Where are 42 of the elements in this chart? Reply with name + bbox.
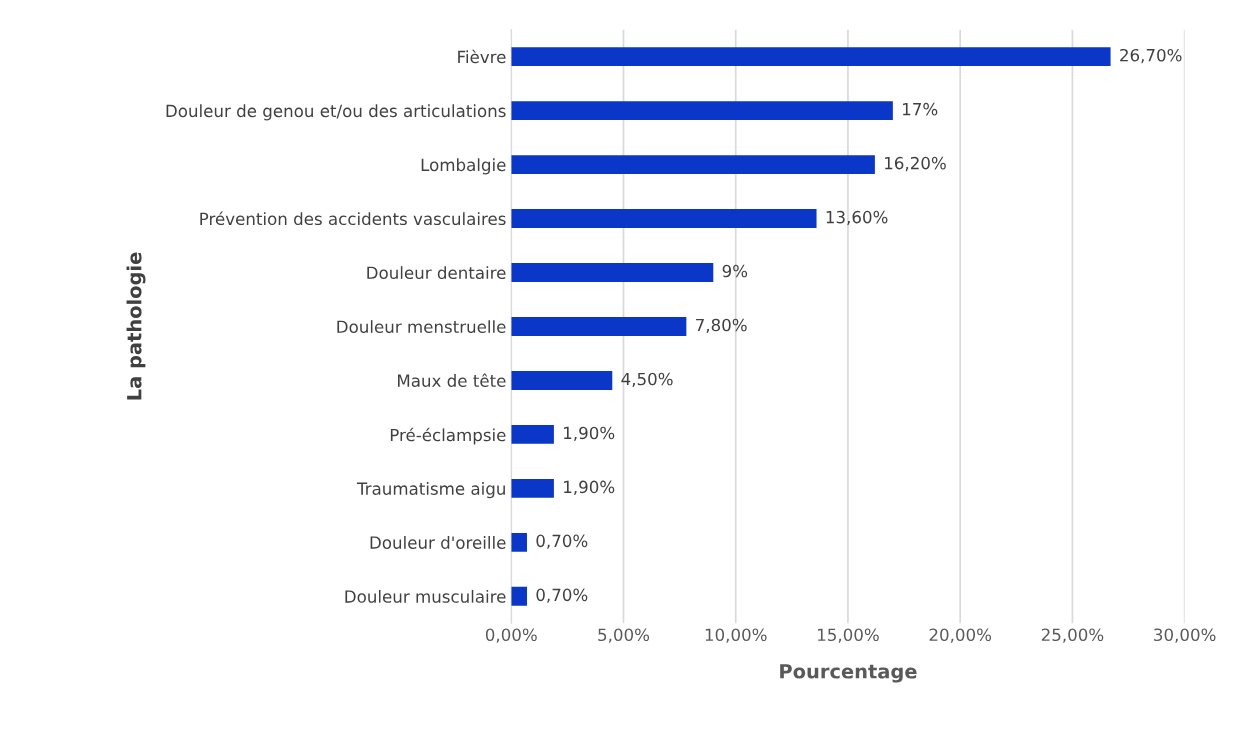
y-tick-label: Fièvre	[458, 49, 506, 64]
y-tick-label: Douleur de genou et/ou des articulations	[166, 104, 506, 121]
y-axis-title: La pathologie	[126, 252, 146, 400]
data-label: 0,70%	[536, 534, 588, 549]
x-tick-label: 20,00%	[929, 628, 992, 643]
bar	[511, 424, 554, 444]
x-tick-label: 5,00%	[598, 628, 650, 643]
y-tick-label: Prévention des accidents vasculaires	[200, 211, 506, 226]
y-tick-label: Maux de tête	[398, 373, 506, 388]
bar	[511, 371, 613, 390]
x-tick-label: 10,00%	[705, 628, 767, 643]
bar	[511, 155, 875, 175]
y-tick-label: Traumatisme aigu	[356, 482, 505, 499]
y-tick-label: Douleur musculaire	[345, 589, 506, 603]
bar	[511, 209, 817, 228]
y-tick-label: Douleur menstruelle	[337, 320, 506, 334]
data-label: 7,80%	[696, 318, 747, 334]
bar	[511, 532, 527, 552]
bar	[511, 47, 1111, 67]
data-label: 26,70%	[1120, 48, 1182, 64]
data-label: 1,90%	[564, 426, 615, 441]
x-tick-label: 25,00%	[1041, 628, 1104, 643]
data-label: 1,90%	[564, 480, 615, 495]
x-tick-label: 0,00%	[485, 628, 537, 643]
data-label: 16,20%	[885, 156, 946, 172]
data-label: 4,50%	[621, 372, 673, 387]
y-tick-label: Lombalgie	[421, 158, 506, 175]
bar	[511, 101, 893, 121]
data-label: 9%	[722, 264, 748, 278]
data-label: 0,70%	[536, 588, 588, 603]
x-tick-label: 30,00%	[1154, 628, 1216, 643]
y-tick-label: Pré-éclampsie	[390, 427, 506, 445]
x-tick-label: 15,00%	[818, 628, 879, 643]
y-tick-label: Douleur d'oreille	[370, 536, 506, 549]
bar	[511, 586, 527, 606]
bar	[511, 478, 554, 498]
bar	[511, 263, 714, 282]
bar	[511, 317, 687, 336]
data-label: 17%	[903, 102, 938, 116]
x-axis-title: Pourcentage	[780, 664, 917, 683]
y-tick-label: Douleur dentaire	[367, 266, 506, 280]
data-label: 13,60%	[826, 210, 888, 226]
